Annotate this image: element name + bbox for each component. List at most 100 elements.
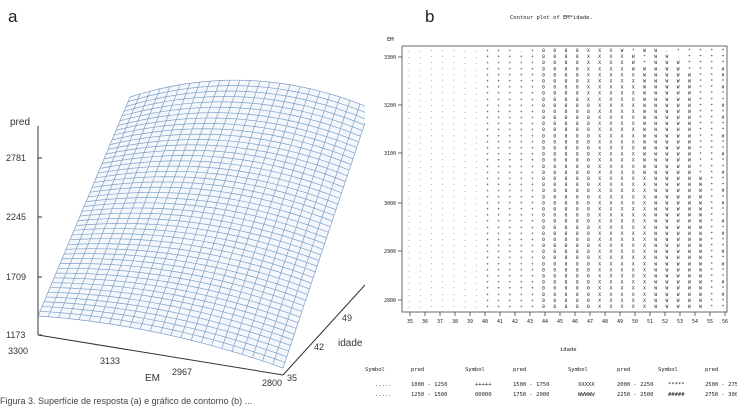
contour-symbol: + xyxy=(531,189,534,194)
contour-symbol: · xyxy=(441,122,444,127)
contour-x-tick-label: 35 xyxy=(407,319,413,325)
y-tick-label: 42 xyxy=(314,342,324,352)
contour-symbol: 0 xyxy=(565,127,568,133)
contour-symbol: . xyxy=(419,250,422,255)
contour-x-tick-label: 36 xyxy=(422,319,428,325)
contour-symbol: * xyxy=(710,243,713,249)
contour-symbol: 0 xyxy=(565,182,568,188)
contour-symbol: 0 xyxy=(587,133,590,139)
contour-symbol: X xyxy=(632,206,635,212)
contour-symbol: . xyxy=(419,98,422,103)
contour-symbol: + xyxy=(531,214,534,219)
contour-symbol: · xyxy=(452,92,455,97)
contour-symbol: X xyxy=(609,219,612,225)
contour-symbol: X xyxy=(632,255,635,261)
contour-symbol: . xyxy=(475,275,478,280)
contour-symbol: X xyxy=(609,237,612,243)
contour-symbol: 0 xyxy=(587,249,590,255)
contour-symbol: W xyxy=(677,231,680,237)
contour-symbol: W xyxy=(677,121,680,127)
contour-symbol: . xyxy=(419,226,422,231)
surface-mesh-line xyxy=(45,296,291,346)
contour-symbol: . xyxy=(475,147,478,152)
contour-symbol: 0 xyxy=(565,206,568,212)
contour-symbol: 0 xyxy=(576,231,579,237)
contour-symbol: W xyxy=(666,182,669,188)
contour-symbol: X xyxy=(609,91,612,97)
contour-symbol: · xyxy=(430,73,433,78)
contour-symbol: + xyxy=(497,140,500,145)
contour-symbol: X xyxy=(609,200,612,206)
contour-symbol: W xyxy=(666,72,669,78)
contour-symbol: . xyxy=(475,256,478,261)
contour-symbol: · xyxy=(430,214,433,219)
contour-symbol: X xyxy=(632,91,635,97)
contour-symbol: X xyxy=(598,267,601,273)
contour-symbol: * xyxy=(688,66,691,72)
contour-symbol: X xyxy=(598,298,601,304)
contour-symbol: 0 xyxy=(576,121,579,127)
contour-symbol: X xyxy=(621,127,624,133)
contour-symbol: · xyxy=(441,140,444,145)
contour-symbol: X xyxy=(643,206,646,212)
contour-symbol: 0 xyxy=(587,243,590,249)
contour-symbol: + xyxy=(497,86,500,91)
contour-symbol: + xyxy=(520,171,523,176)
contour-symbol: X xyxy=(598,109,601,115)
contour-symbol: 0 xyxy=(576,78,579,84)
contour-symbol: . xyxy=(419,140,422,145)
contour-symbol: + xyxy=(509,287,512,292)
contour-symbol: + xyxy=(497,128,500,133)
contour-symbol: . xyxy=(408,122,411,127)
contour-symbol: * xyxy=(710,225,713,231)
contour-symbol: * xyxy=(710,194,713,200)
contour-symbol: 0 xyxy=(576,304,579,310)
contour-symbol: W xyxy=(699,292,702,298)
contour-symbol: + xyxy=(520,183,523,188)
contour-symbol: X xyxy=(609,127,612,133)
contour-symbol: . xyxy=(419,55,422,60)
contour-symbol: · xyxy=(441,177,444,182)
contour-symbol: 0 xyxy=(553,121,556,127)
contour-symbol: + xyxy=(509,67,512,72)
contour-symbol: * xyxy=(710,176,713,182)
contour-symbol: W xyxy=(666,249,669,255)
contour-symbol: 0 xyxy=(587,109,590,115)
contour-symbol: # xyxy=(722,231,725,237)
contour-symbol: . xyxy=(419,201,422,206)
contour-symbol: 0 xyxy=(576,164,579,170)
contour-symbol: W xyxy=(632,60,635,66)
contour-symbol: + xyxy=(497,305,500,310)
contour-symbol: 0 xyxy=(587,280,590,286)
contour-symbol: 0 xyxy=(553,304,556,310)
contour-symbol: 0 xyxy=(542,286,545,292)
contour-symbol: 0 xyxy=(587,206,590,212)
contour-symbol: . xyxy=(419,262,422,267)
contour-symbol: + xyxy=(531,207,534,212)
contour-symbol: W xyxy=(666,213,669,219)
contour-symbol: 0 xyxy=(542,72,545,78)
contour-symbol: X xyxy=(621,243,624,249)
contour-symbol: W xyxy=(666,91,669,97)
contour-symbol: · xyxy=(452,244,455,249)
contour-symbol: + xyxy=(531,226,534,231)
contour-symbol: 0 xyxy=(542,170,545,176)
contour-symbol: W xyxy=(688,237,691,243)
contour-symbol: W xyxy=(677,237,680,243)
contour-symbol: 0 xyxy=(565,85,568,91)
contour-symbol: W xyxy=(654,91,657,97)
contour-symbol: 0 xyxy=(576,261,579,267)
contour-symbol: · xyxy=(430,67,433,72)
contour-symbol: . xyxy=(475,55,478,60)
contour-symbol: + xyxy=(520,195,523,200)
contour-symbol: * xyxy=(699,97,702,103)
contour-symbol: W xyxy=(699,219,702,225)
contour-symbol: + xyxy=(497,49,500,54)
contour-symbol: + xyxy=(509,165,512,170)
contour-symbol: X xyxy=(587,72,590,78)
contour-symbol: + xyxy=(486,49,489,54)
contour-symbol: + xyxy=(520,55,523,60)
contour-symbol: W xyxy=(654,274,657,280)
contour-symbol: 0 xyxy=(553,219,556,225)
contour-symbol: . xyxy=(464,171,467,176)
